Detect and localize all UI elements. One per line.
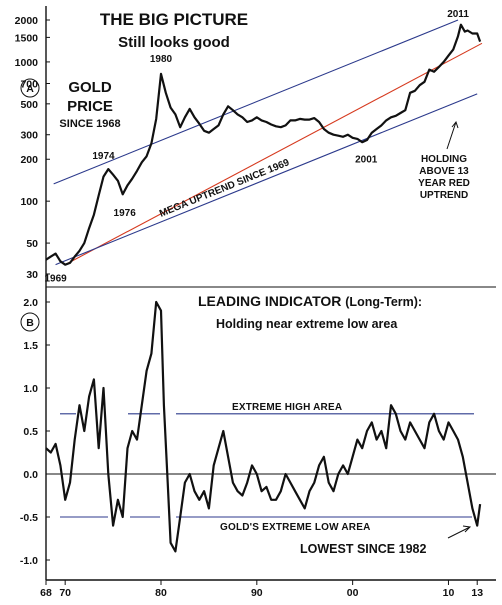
price-label-line-2: PRICE [67, 98, 113, 115]
indicator-y-tick-label: -0.5 [20, 512, 38, 524]
price-y-tick-label: 200 [20, 154, 38, 166]
mega-uptrend-label: MEGA UPTREND SINCE 1969 [158, 157, 291, 220]
panel-a-marker-text: A [26, 83, 34, 95]
price-y-tick-label: 700 [20, 78, 38, 90]
indicator-subtitle: Holding near extreme low area [216, 317, 398, 331]
extreme-low-label: GOLD'S EXTREME LOW AREA [220, 522, 371, 533]
indicator-line [45, 300, 482, 553]
price-y-tick-label: 1000 [15, 57, 39, 69]
year-annotation: 1976 [114, 208, 137, 219]
price-y-tick-label: 2000 [15, 15, 39, 27]
x-tick-label: 80 [155, 587, 167, 599]
price-y-tick-label: 300 [20, 130, 38, 142]
x-tick-label: 70 [59, 587, 71, 599]
indicator-title-main: LEADING INDICATOR [198, 293, 341, 309]
year-annotation: 1969 [44, 274, 67, 285]
x-tick-label: 68 [40, 587, 52, 599]
extreme-high-label: EXTREME HIGH AREA [232, 402, 342, 413]
year-annotation: 1974 [92, 151, 115, 162]
x-tick-label: 13 [471, 587, 483, 599]
panel-a-plot: 2000 1500 1000 700 500 300 200 100 50 30 1974 1976 1… [15, 9, 483, 285]
x-tick-label: 10 [443, 587, 455, 599]
price-y-tick-label: 30 [26, 269, 38, 281]
indicator-title-suffix: (Long-Term): [345, 295, 422, 309]
holding-label-line-2: ABOVE 13 [419, 166, 469, 177]
indicator-title: LEADING INDICATOR (Long-Term): [198, 293, 422, 309]
trendline-3 [55, 93, 478, 266]
x-tick-label: 90 [251, 587, 263, 599]
chart-title: THE BIG PICTURE [100, 10, 248, 29]
holding-label-line-1: HOLDING [421, 154, 467, 165]
indicator-y-tick-label: -1.0 [20, 555, 38, 567]
lowest-arrow [447, 525, 472, 539]
panel-b-marker-text: B [26, 317, 34, 329]
indicator-y-tick-label: 1.5 [23, 340, 38, 352]
indicator-y-tick-label: 0.0 [23, 469, 38, 481]
price-label-line-1: GOLD [68, 79, 111, 96]
indicator-y-tick-label: 1.0 [23, 383, 38, 395]
panel-b-plot: 2.0 1.5 1.0 0.5 0.0 -0.5 -1.0 68 70 80 90 00 10 13 EXT… [20, 297, 483, 599]
lowest-label: LOWEST SINCE 1982 [300, 542, 426, 556]
x-tick-label: 00 [347, 587, 359, 599]
holding-label-line-4: UPTREND [420, 190, 468, 201]
price-y-tick-label: 100 [20, 196, 38, 208]
panel-b-marker: B [20, 312, 40, 332]
price-y-tick-label: 500 [20, 99, 38, 111]
trendline-1 [53, 19, 459, 185]
panel-a-marker: A [20, 78, 40, 98]
gold-price-line [45, 23, 482, 266]
chart-subtitle: Still looks good [118, 34, 230, 51]
price-y-tick-label: 1500 [15, 32, 39, 44]
holding-arrow [446, 120, 459, 150]
year-annotation: 2011 [447, 9, 469, 20]
indicator-y-tick-label: 0.5 [23, 426, 38, 438]
year-annotation: 2001 [355, 155, 378, 166]
trendline-2 [64, 42, 483, 266]
year-annotation: 1980 [150, 54, 173, 65]
price-label-line-3: SINCE 1968 [59, 118, 120, 130]
price-y-tick-label: 50 [26, 238, 38, 250]
indicator-y-tick-label: 2.0 [23, 297, 38, 309]
holding-label-line-3: YEAR RED [418, 178, 470, 189]
